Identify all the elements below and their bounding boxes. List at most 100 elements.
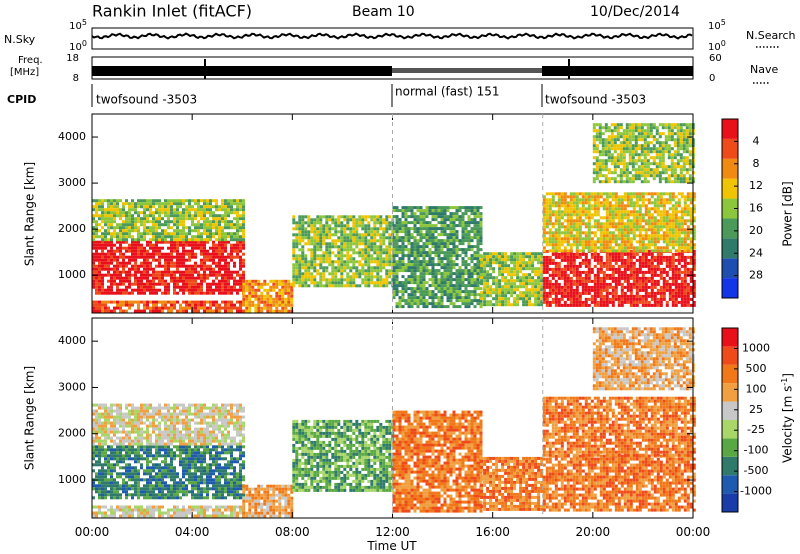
heatmap-cell [179,205,182,209]
heatmap-cell [218,220,221,224]
heatmap-cell [513,273,517,277]
heatmap-cell [203,249,206,253]
heatmap-cell [200,246,203,250]
heatmap-cell [407,257,411,261]
heatmap-cell [626,198,630,202]
heatmap-cell [355,269,359,273]
heatmap-cell [545,282,549,286]
heatmap-cell [385,224,389,228]
heatmap-cell [596,291,600,295]
heatmap-cell [227,285,230,289]
heatmap-cell [479,218,483,222]
heatmap-cell [319,260,323,264]
heatmap-cell [434,218,438,222]
heatmap-cell [173,232,176,236]
heatmap-cell [437,260,441,264]
heatmap-cell [266,309,270,313]
heatmap-cell [298,254,302,258]
heatmap-cell [680,276,684,280]
heatmap-cell [167,255,170,259]
heatmap-cell [440,224,444,228]
heatmap-cell [131,238,134,242]
heatmap-cell [461,278,465,282]
heatmap-cell [230,232,233,236]
heatmap-cell [542,264,546,268]
heatmap-cell [319,281,323,285]
heatmap-cell [364,218,368,222]
heatmap-cell [602,198,606,202]
heatmap-cell [492,276,496,280]
heatmap-cell [542,285,546,289]
heatmap-cell [665,255,669,259]
heatmap-cell [578,291,582,295]
heatmap-cell [140,309,143,313]
heatmap-cell [608,210,612,214]
heatmap-cell [647,291,651,295]
heatmap-cell [479,239,483,243]
heatmap-cell [440,260,444,264]
heatmap-cell [635,273,639,277]
heatmap-cell [650,213,654,217]
heatmap-cell [125,238,128,242]
heatmap-cell [221,220,224,224]
heatmap-cell [473,269,477,273]
heatmap-cell [680,300,684,304]
heatmap-cell [92,270,95,274]
heatmap-cell [551,267,555,271]
heatmap-cell [590,297,594,301]
heatmap-cell [623,246,627,250]
heatmap-cell [581,252,585,256]
heatmap-cell [449,233,453,237]
heatmap-cell [525,303,529,307]
heatmap-cell [572,240,576,244]
heatmap-cell [557,267,561,271]
heatmap-cell [653,258,657,262]
heatmap-cell [182,276,185,280]
heatmap-cell [158,217,161,221]
heatmap-cell [440,206,444,210]
heatmap-cell [242,217,245,221]
heatmap-cell [644,276,648,280]
heatmap-cell [614,216,618,220]
heatmap-cell [510,258,514,262]
heatmap-cell [125,229,128,233]
heatmap-cell [122,282,125,286]
heatmap-cell [605,213,609,217]
heatmap-cell [513,288,517,292]
heatmap-cell [146,267,149,271]
heatmap-cell [125,217,128,221]
heatmap-cell [125,220,128,224]
heatmap-cell [554,234,558,238]
heatmap-cell [194,300,197,304]
heatmap-cell [525,297,529,301]
heatmap-cell [428,248,432,252]
heatmap-cell [683,297,687,301]
heatmap-cell [398,221,402,225]
heatmap-cell [419,296,423,300]
heatmap-cell [182,309,185,313]
heatmap-cell [152,252,155,256]
heatmap-cell [443,233,447,237]
heatmap-cell [92,243,95,247]
heatmap-cell [525,291,529,295]
heatmap-cell [269,300,273,304]
heatmap-cell [425,239,429,243]
heatmap-cell [182,270,185,274]
heatmap-cell [483,303,487,307]
heatmap-cell [437,296,441,300]
heatmap-cell [128,243,131,247]
heatmap-cell [464,287,468,291]
heatmap-cell [635,282,639,286]
heatmap-cell [395,215,399,219]
heatmap-cell [140,261,143,265]
heatmap-cell [164,235,167,239]
heatmap-cell [644,270,648,274]
heatmap-cell [431,290,435,294]
heatmap-cell [191,220,194,224]
heatmap-cell [116,238,119,242]
heatmap-cell [608,225,612,229]
heatmap-cell [617,249,621,253]
heatmap-cell [401,293,405,297]
heatmap-cell [346,284,350,288]
heatmap-cell [416,233,420,237]
